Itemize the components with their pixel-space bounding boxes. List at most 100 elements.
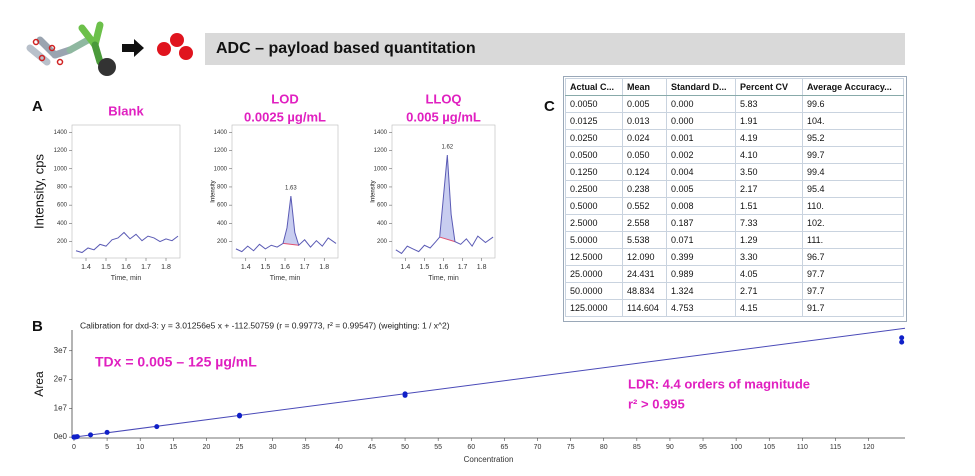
x-tick-label: 80 [600,444,608,451]
table-cell: 0.5000 [565,197,623,215]
chart-title: Calibration for dxd-3: y = 3.01256e5 x +… [80,320,450,330]
y-tick-label: 600 [57,203,68,209]
table-row: 0.0050 0.005 0.000 5.83 99.6 [565,95,904,113]
x-axis-label: Concentration [464,455,514,464]
table-cell: 0.000 [666,112,736,130]
table-cell: 0.005 [622,95,667,113]
table-cell: 2.5000 [565,214,623,232]
y-tick-label: 3e7 [54,346,68,355]
x-tick-label: 5 [105,444,109,451]
table-row: 0.5000 0.552 0.008 1.51 110. [565,197,904,215]
y-tick-label: 1400 [374,130,388,136]
adc-icon [26,21,116,76]
y-tick-label: 1200 [374,148,388,154]
data-point [74,434,80,440]
y-axis-label: Intensity, cps [31,154,46,229]
chart-title: LLOQ [425,91,461,106]
column-header: Actual C... [565,78,623,96]
table-cell: 7.33 [735,214,803,232]
data-point [88,432,94,438]
table-row: 0.0500 0.050 0.002 4.10 99.7 [565,146,904,164]
table-cell: 0.238 [622,180,667,198]
table-cell: 102. [802,214,904,232]
table-cell: 95.4 [802,180,904,198]
table-body: 0.0050 0.005 0.000 5.83 99.6 0.0125 0.013 0.000… [565,95,904,317]
table-cell: 0.008 [666,197,736,215]
y-tick-label: 800 [57,185,68,191]
y-tick-label: 200 [377,239,388,245]
table-cell: 2.71 [735,282,803,300]
x-tick-label: 1.4 [241,264,251,271]
y-tick-label: 1000 [214,166,228,172]
x-tick-label: 1.7 [141,264,151,271]
trace [235,195,337,253]
table-cell: 48.834 [622,282,667,300]
x-tick-label: 20 [203,444,211,451]
chart-subtitle: 0.005 µg/mL [406,109,481,124]
x-tick-label: 115 [830,444,841,451]
header-title: ADC – payload based quantitation [216,40,476,57]
table-cell: 4.10 [735,146,803,164]
payload-icon [157,33,193,60]
peak-baseline [439,236,456,243]
table-cell: 5.538 [622,231,667,249]
y-tick-label: 800 [377,185,388,191]
y-tick-label: 800 [217,185,228,191]
table-row: 50.0000 48.834 1.324 2.71 97.7 [565,282,904,300]
x-axis-label: Time, min [270,275,301,282]
table-cell: 0.0125 [565,112,623,130]
table-cell: 4.19 [735,129,803,147]
y-tick-label: 400 [57,221,68,227]
table-row: 0.2500 0.238 0.005 2.17 95.4 [565,180,904,198]
table-cell: 0.2500 [565,180,623,198]
chart-subtitle: 0.0025 µg/mL [244,109,326,124]
table-cell: 1.51 [735,197,803,215]
y-tick-label: 400 [217,221,228,227]
table-cell: 5.0000 [565,231,623,249]
column-header: Percent CV [735,78,803,96]
table-frame [563,76,907,322]
data-point [402,391,408,397]
table-cell: 0.002 [666,146,736,164]
table-cell: 0.124 [622,163,667,181]
x-tick-label: 1.4 [400,264,410,271]
table-cell: 91.7 [802,299,904,317]
x-tick-label: 0 [72,444,76,451]
y-tick-label: 0e0 [54,432,68,441]
table-cell: 4.05 [735,265,803,283]
table-cell: 104. [802,112,904,130]
table-row: 0.0125 0.013 0.000 1.91 104. [565,112,904,130]
peak-baseline [282,242,299,246]
data-point [104,429,110,435]
x-tick-label: 85 [633,444,641,451]
table-cell: 50.0000 [565,282,623,300]
x-tick-label: 1.6 [121,264,131,271]
data-point [237,412,243,418]
table-cell: 0.552 [622,197,667,215]
trace [395,155,494,255]
y-axis-label: Intensity [211,180,217,202]
fit-line [73,327,906,438]
table-cell: 0.071 [666,231,736,249]
y-tick-label: 200 [57,239,68,245]
y-tick-label: 600 [217,203,228,209]
y-axis-label: Intensity [371,180,377,202]
x-tick-label: 1.6 [280,264,290,271]
table-cell: 96.7 [802,248,904,266]
y-tick-label: 1400 [54,130,68,136]
x-tick-label: 1.6 [439,264,449,271]
x-tick-label: 1.5 [101,264,111,271]
table-cell: 3.50 [735,163,803,181]
table-row: 25.0000 24.431 0.989 4.05 97.7 [565,265,904,283]
y-tick-label: 200 [217,239,228,245]
table-cell: 114.604 [622,299,667,317]
column-header: Mean [622,78,667,96]
x-tick-label: 50 [401,444,409,451]
peak-label: 1.62 [441,145,453,151]
x-tick-label: 40 [335,444,343,451]
table-cell: 99.7 [802,146,904,164]
table-cell: 12.5000 [565,248,623,266]
y-tick-label: 1200 [214,148,228,154]
x-tick-label: 30 [269,444,277,451]
x-tick-label: 1.5 [261,264,271,271]
